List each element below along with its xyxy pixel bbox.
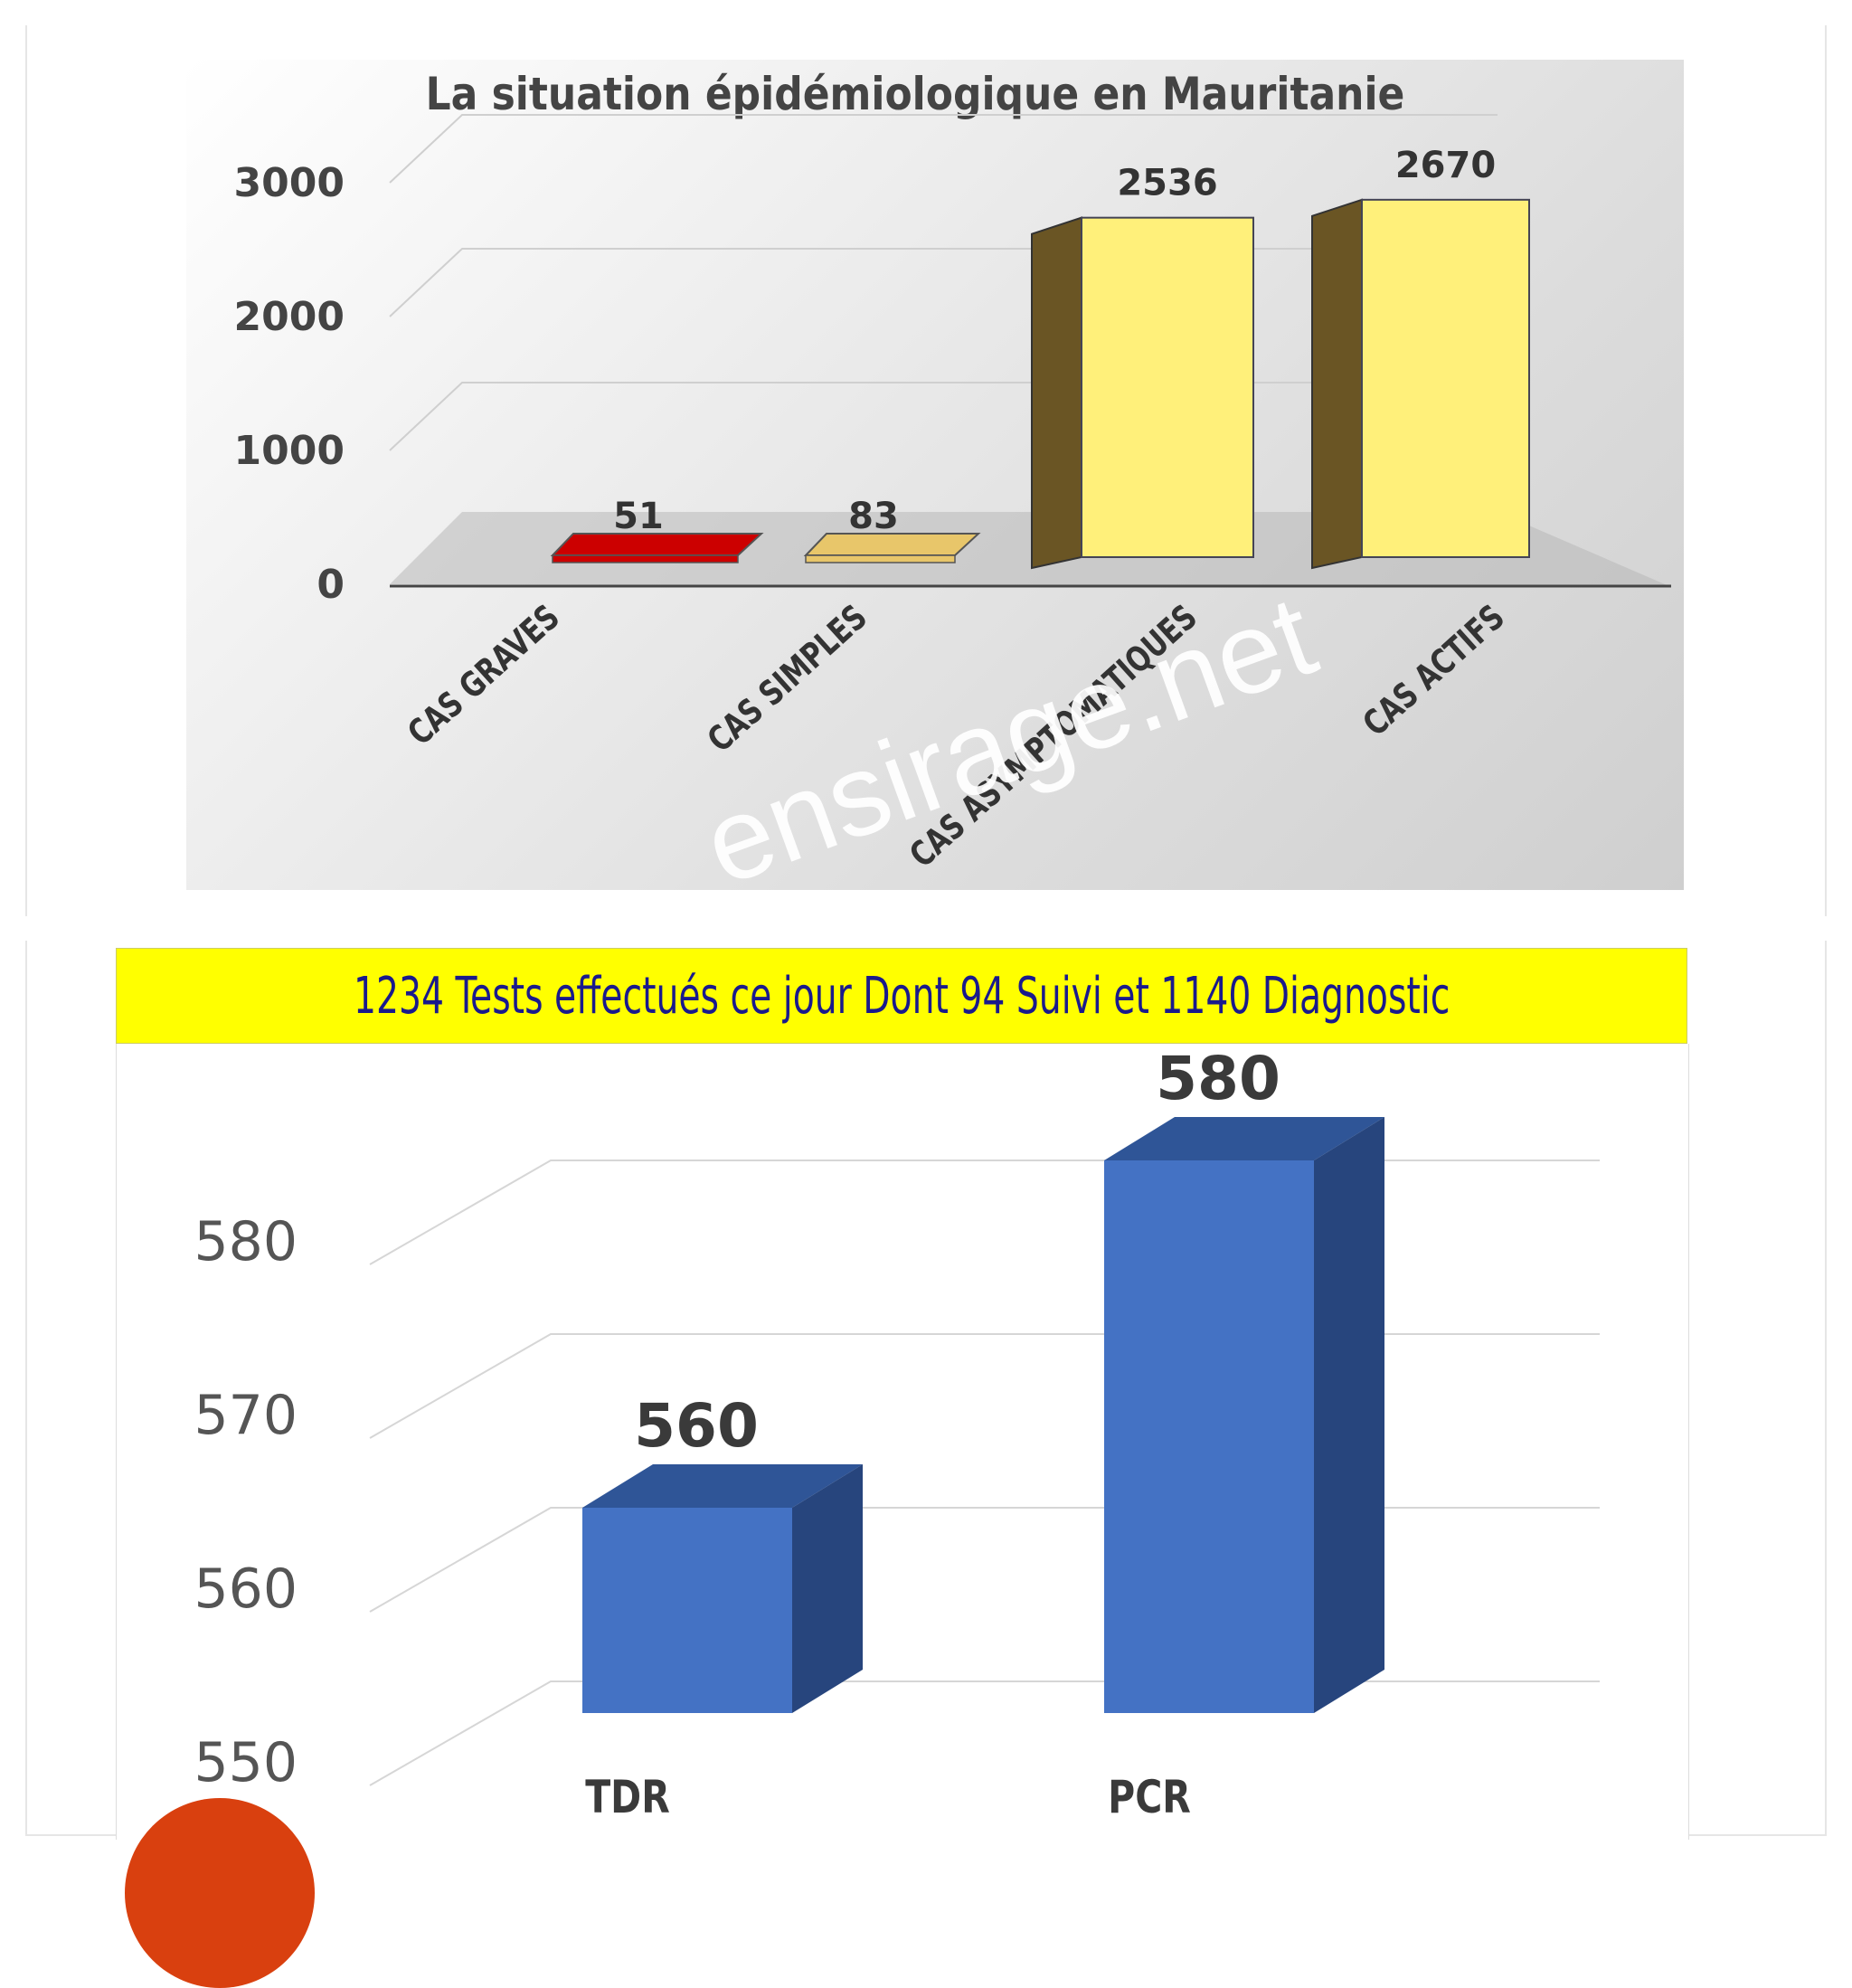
bar-side [1031, 216, 1082, 570]
x-tick-label: CAS ASYMPTOMATIQUES [902, 597, 1205, 876]
tests-chart-panel: 550 560 570 580 560 580 TDR PCR [116, 1044, 1689, 1840]
epidemiology-chart: La situation épidémiologique en Mauritan… [234, 68, 1671, 876]
grid-line [369, 1333, 1600, 1439]
bar-face [552, 554, 739, 563]
frame-left-line [25, 25, 27, 916]
tests-chart: 550 560 570 580 560 580 TDR PCR [194, 1044, 1600, 1823]
bars [582, 1117, 1384, 1713]
x-tick-label: TDR [585, 1771, 670, 1823]
y-tick-label: 0 [317, 562, 345, 608]
chart-title: La situation épidémiologique en Mauritan… [426, 68, 1405, 120]
data-labels: 51 83 2536 2670 [613, 145, 1496, 537]
y-axis-ticks: 550 560 570 580 [194, 1210, 298, 1794]
y-tick-label: 3000 [234, 160, 345, 206]
data-label: 51 [613, 496, 664, 537]
bar-2 [803, 533, 981, 563]
data-label: 2536 [1117, 163, 1217, 204]
bar-side [1314, 1117, 1384, 1713]
frame-right-line-bottom [1825, 941, 1827, 1836]
y-tick-label: 550 [194, 1731, 298, 1794]
bar-4 [1311, 198, 1530, 570]
x-tick-label: PCR [1108, 1771, 1191, 1823]
y-tick-label: 2000 [234, 294, 345, 340]
data-labels: 560 580 [634, 1044, 1280, 1461]
grid-line [369, 1507, 1600, 1613]
bar-pcr [1104, 1117, 1384, 1713]
epidemiology-chart-panel: La situation épidémiologique en Mauritan… [186, 60, 1684, 890]
data-label: 83 [848, 496, 899, 537]
y-tick-label: 1000 [234, 428, 345, 474]
bar-top [1104, 1117, 1384, 1160]
bar-face [1104, 1160, 1314, 1713]
frame-left-line-bottom [25, 941, 27, 1836]
y-tick-label: 560 [194, 1557, 298, 1621]
corner-badge [125, 1798, 315, 1988]
frame-right-line [1825, 25, 1827, 916]
bar-side [792, 1464, 863, 1713]
grid-line [369, 1680, 1600, 1786]
grid-lines [369, 1160, 1600, 1786]
x-axis-labels: CAS GRAVES CAS SIMPLES CAS ASYMPTOMATIQUES… [401, 597, 1513, 876]
x-axis-labels: TDR PCR [585, 1771, 1191, 1823]
x-tick-label: CAS GRAVES [401, 597, 568, 753]
bar-1 [550, 533, 764, 563]
bar-face [1361, 198, 1530, 558]
data-label: 2670 [1395, 145, 1496, 186]
grid-line [369, 1160, 1600, 1265]
bar-face [582, 1508, 792, 1713]
data-label: 560 [634, 1391, 759, 1461]
x-tick-label: CAS SIMPLES [700, 597, 875, 761]
data-label: 580 [1156, 1044, 1280, 1113]
grid-line [389, 114, 1498, 184]
bar-face [805, 554, 956, 563]
bar-tdr [582, 1464, 863, 1713]
tests-banner: 1234 Tests effectués ce jour Dont 94 Sui… [116, 948, 1687, 1044]
bar-3 [1031, 216, 1254, 570]
x-tick-label: CAS ACTIFS [1356, 597, 1513, 744]
bar-side [1311, 198, 1363, 570]
y-axis-ticks: 0 1000 2000 3000 [234, 160, 345, 608]
y-tick-label: 580 [194, 1210, 298, 1273]
bar-face [1081, 216, 1254, 558]
bars [550, 198, 1530, 570]
bar-top [582, 1464, 863, 1508]
tests-banner-text: 1234 Tests effectués ce jour Dont 94 Sui… [353, 966, 1450, 1026]
y-tick-label: 570 [194, 1384, 298, 1447]
